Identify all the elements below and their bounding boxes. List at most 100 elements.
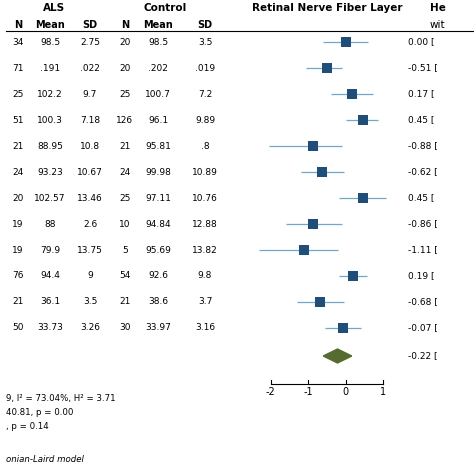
Text: 102.2: 102.2 xyxy=(37,90,63,99)
Text: He: He xyxy=(430,3,446,13)
Text: .019: .019 xyxy=(195,64,215,73)
Text: 93.23: 93.23 xyxy=(37,167,63,176)
Text: 38.6: 38.6 xyxy=(148,298,168,307)
Text: SD: SD xyxy=(198,20,212,30)
Text: 7.2: 7.2 xyxy=(198,90,212,99)
Text: 3.26: 3.26 xyxy=(80,323,100,332)
Text: -1.11 [: -1.11 [ xyxy=(408,246,438,255)
Text: 51: 51 xyxy=(12,116,24,125)
Text: 13.75: 13.75 xyxy=(77,246,103,255)
Text: 19: 19 xyxy=(12,219,24,228)
Text: 0.00 [: 0.00 [ xyxy=(408,37,435,46)
Text: 88: 88 xyxy=(44,219,56,228)
Text: -0.68 [: -0.68 [ xyxy=(408,298,438,307)
Text: , p = 0.14: , p = 0.14 xyxy=(6,422,49,431)
Text: 88.95: 88.95 xyxy=(37,142,63,151)
Bar xyxy=(348,271,358,281)
Bar xyxy=(322,63,332,73)
Text: 33.73: 33.73 xyxy=(37,323,63,332)
Text: -0.51 [: -0.51 [ xyxy=(408,64,438,73)
Text: 100.7: 100.7 xyxy=(145,90,171,99)
Bar xyxy=(308,141,318,151)
Bar xyxy=(338,323,348,333)
Text: 3.7: 3.7 xyxy=(198,298,212,307)
Text: SD: SD xyxy=(82,20,98,30)
Text: 20: 20 xyxy=(12,193,24,202)
Bar xyxy=(299,245,309,255)
Bar xyxy=(309,219,319,229)
Text: 3.5: 3.5 xyxy=(198,37,212,46)
Text: 24: 24 xyxy=(119,167,131,176)
Text: 21: 21 xyxy=(119,298,131,307)
Text: 99.98: 99.98 xyxy=(145,167,171,176)
Text: Retinal Nerve Fiber Layer: Retinal Nerve Fiber Layer xyxy=(252,3,402,13)
Text: 0.45 [: 0.45 [ xyxy=(408,116,434,125)
Text: Control: Control xyxy=(143,3,187,13)
Text: 97.11: 97.11 xyxy=(145,193,171,202)
Text: 36.1: 36.1 xyxy=(40,298,60,307)
Text: 10.89: 10.89 xyxy=(192,167,218,176)
Text: 13.82: 13.82 xyxy=(192,246,218,255)
Text: 3.5: 3.5 xyxy=(83,298,97,307)
Text: 19: 19 xyxy=(12,246,24,255)
Text: 76: 76 xyxy=(12,272,24,281)
Text: 98.5: 98.5 xyxy=(148,37,168,46)
Text: 7.18: 7.18 xyxy=(80,116,100,125)
Text: Mean: Mean xyxy=(143,20,173,30)
Text: 0: 0 xyxy=(343,387,349,397)
Text: 50: 50 xyxy=(12,323,24,332)
Text: N: N xyxy=(14,20,22,30)
Text: 79.9: 79.9 xyxy=(40,246,60,255)
Bar xyxy=(315,297,325,307)
Text: 71: 71 xyxy=(12,64,24,73)
Text: .202: .202 xyxy=(148,64,168,73)
Bar xyxy=(341,37,351,47)
Text: 92.6: 92.6 xyxy=(148,272,168,281)
Text: .191: .191 xyxy=(40,64,60,73)
Text: 21: 21 xyxy=(12,298,24,307)
Text: 54: 54 xyxy=(119,272,131,281)
Text: 25: 25 xyxy=(119,90,131,99)
Text: 0.45 [: 0.45 [ xyxy=(408,193,434,202)
Text: .8: .8 xyxy=(201,142,210,151)
Polygon shape xyxy=(323,349,352,363)
Text: ALS: ALS xyxy=(43,3,65,13)
Bar xyxy=(357,115,368,125)
Text: 21: 21 xyxy=(119,142,131,151)
Text: -0.07 [: -0.07 [ xyxy=(408,323,438,332)
Text: 126: 126 xyxy=(117,116,134,125)
Bar xyxy=(318,167,328,177)
Text: 20: 20 xyxy=(119,37,131,46)
Text: 21: 21 xyxy=(12,142,24,151)
Text: 9.89: 9.89 xyxy=(195,116,215,125)
Bar xyxy=(357,193,368,203)
Text: 9, I² = 73.04%, H² = 3.71: 9, I² = 73.04%, H² = 3.71 xyxy=(6,394,116,403)
Text: -2: -2 xyxy=(266,387,275,397)
Text: -0.62 [: -0.62 [ xyxy=(408,167,438,176)
Text: 94.84: 94.84 xyxy=(145,219,171,228)
Text: 34: 34 xyxy=(12,37,24,46)
Text: 95.69: 95.69 xyxy=(145,246,171,255)
Text: 10.76: 10.76 xyxy=(192,193,218,202)
Text: 100.3: 100.3 xyxy=(37,116,63,125)
Text: 1: 1 xyxy=(380,387,386,397)
Text: N: N xyxy=(121,20,129,30)
Text: 2.75: 2.75 xyxy=(80,37,100,46)
Text: -0.86 [: -0.86 [ xyxy=(408,219,438,228)
Text: 5: 5 xyxy=(122,246,128,255)
Text: 0.19 [: 0.19 [ xyxy=(408,272,435,281)
Text: 102.57: 102.57 xyxy=(34,193,66,202)
Text: 40.81, p = 0.00: 40.81, p = 0.00 xyxy=(6,408,73,417)
Text: wit: wit xyxy=(430,20,446,30)
Text: -0.22 [: -0.22 [ xyxy=(408,352,438,361)
Text: 0.17 [: 0.17 [ xyxy=(408,90,435,99)
Text: .022: .022 xyxy=(80,64,100,73)
Text: 9.7: 9.7 xyxy=(83,90,97,99)
Text: 9.8: 9.8 xyxy=(198,272,212,281)
Text: 13.46: 13.46 xyxy=(77,193,103,202)
Text: 98.5: 98.5 xyxy=(40,37,60,46)
Text: 33.97: 33.97 xyxy=(145,323,171,332)
Text: 3.16: 3.16 xyxy=(195,323,215,332)
Text: Mean: Mean xyxy=(35,20,65,30)
Text: 9: 9 xyxy=(87,272,93,281)
